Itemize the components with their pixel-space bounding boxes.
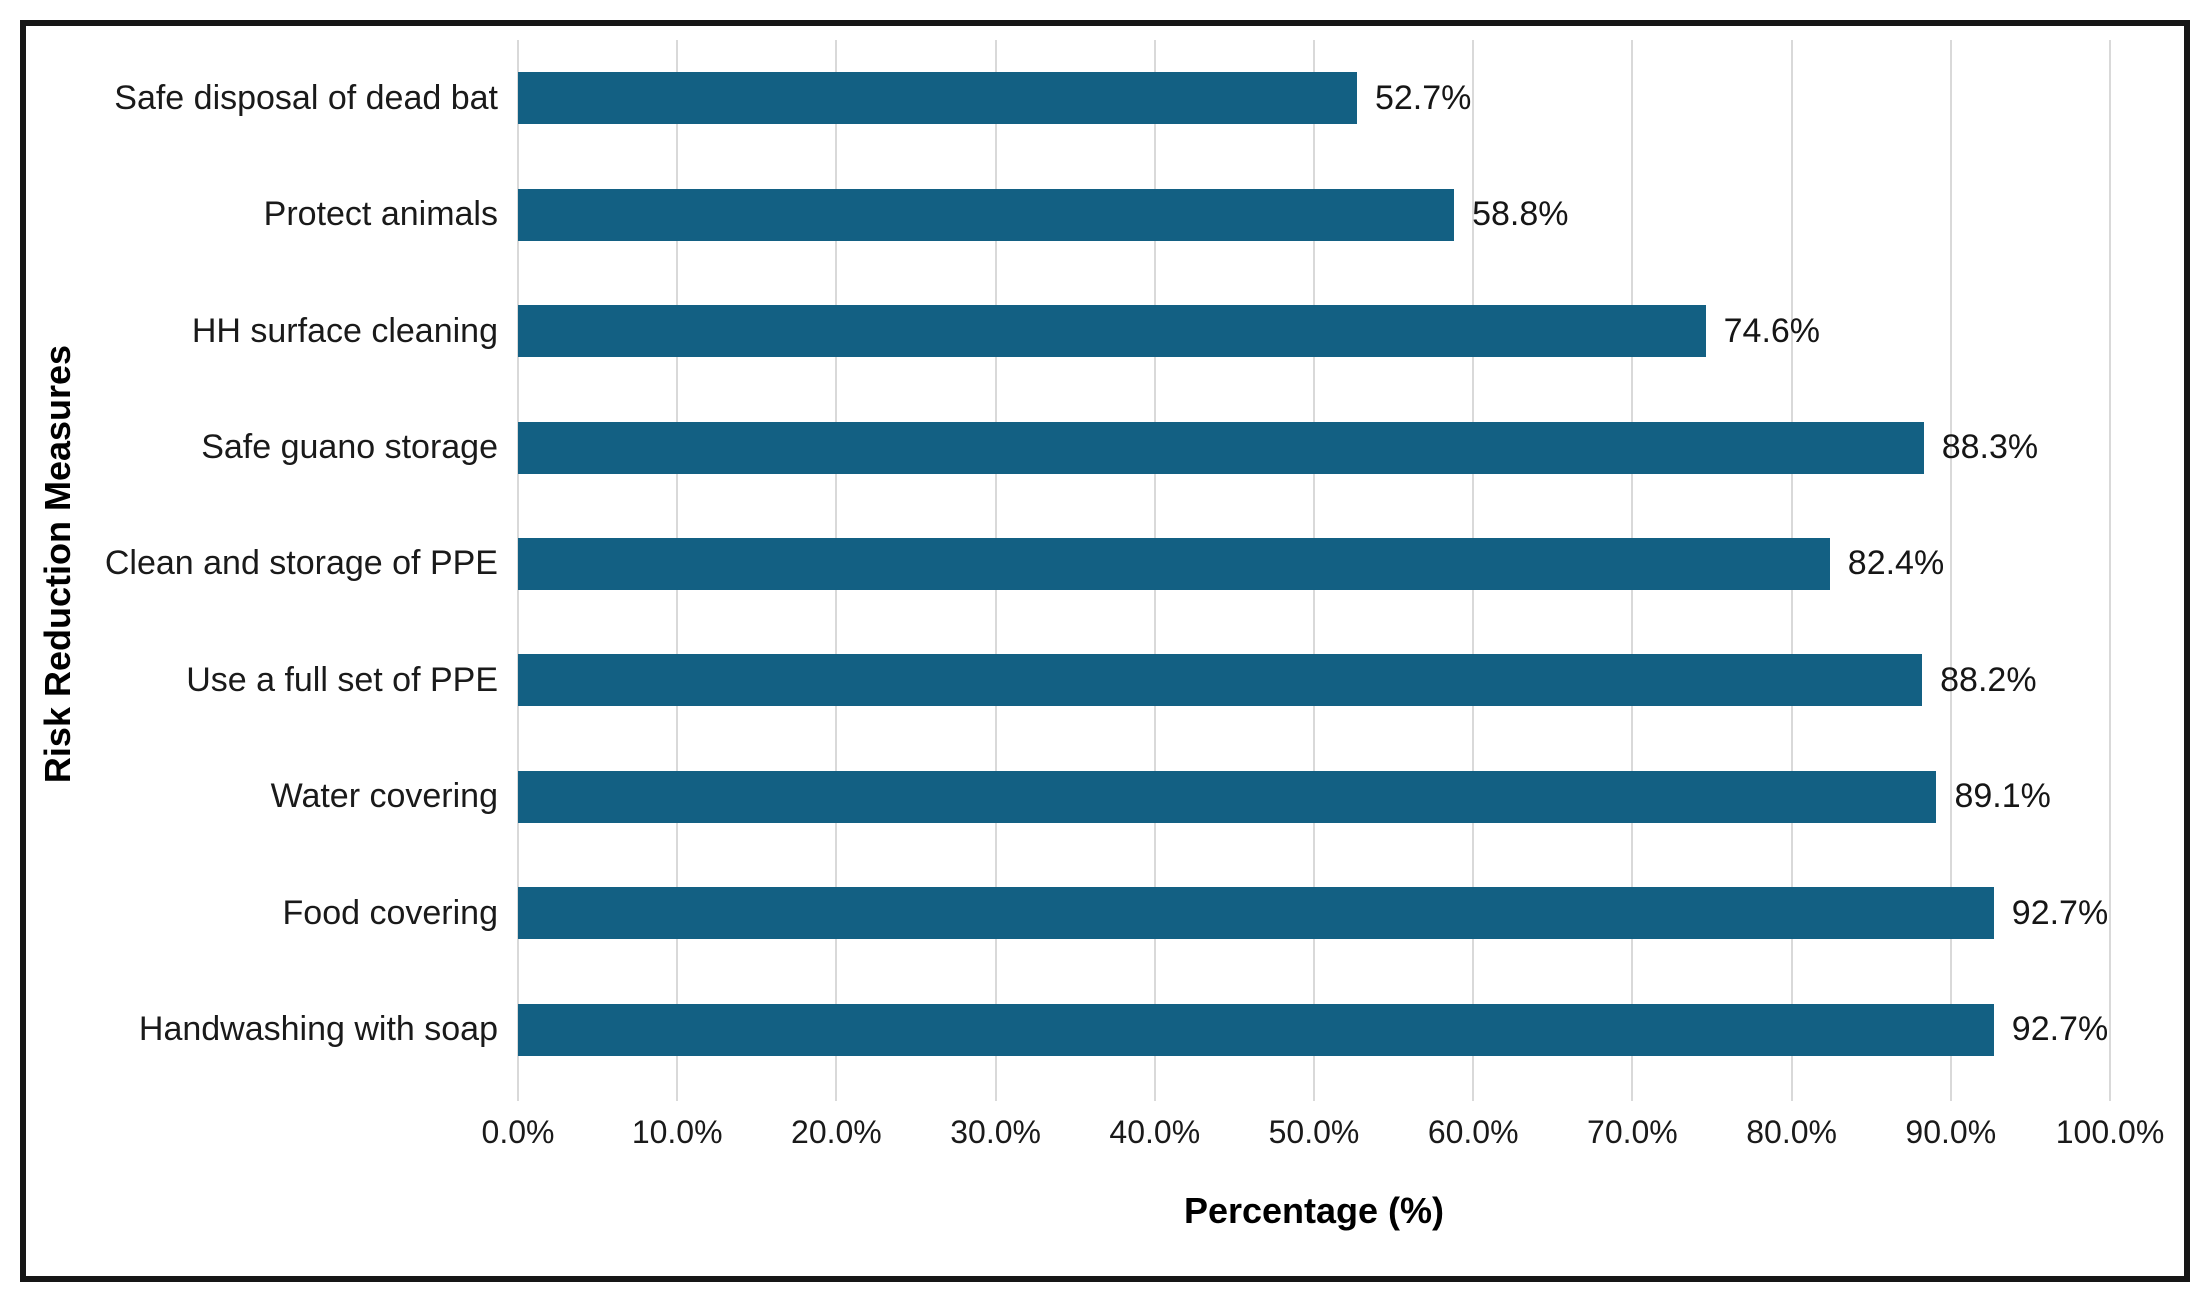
bar-value-label: 92.7%	[2011, 1010, 2109, 1049]
bar-row: 92.7%	[518, 972, 2110, 1088]
x-axis-title: Percentage (%)	[1183, 1190, 1445, 1231]
bar	[518, 305, 1706, 358]
bar-row: 82.4%	[518, 506, 2110, 622]
x-tick-label: 90.0%	[1905, 1114, 1997, 1150]
gridline	[1949, 40, 1952, 1101]
x-tick-label: 20.0%	[791, 1114, 882, 1150]
x-tick-label: 30.0%	[950, 1114, 1041, 1150]
category-label: Safe disposal of dead bat	[114, 78, 498, 117]
bar-value-label: 58.8%	[1472, 195, 1569, 234]
category-label: Safe guano storage	[201, 428, 498, 467]
gridline	[2109, 40, 2111, 1101]
bar-value-label: 92.7%	[2011, 893, 2109, 932]
bar-row: 74.6%	[518, 273, 2110, 389]
x-tick-label: 70.0%	[1587, 1114, 1678, 1150]
bar-rows: 52.7% 58.8% 74.6% 88.3% 82.4% 88.2% 89.1% 92.7%…	[518, 40, 2110, 1088]
bar-row: 88.3%	[518, 389, 2110, 505]
bar-row: 89.1%	[518, 739, 2110, 855]
plot-area: 52.7% 58.8% 74.6% 88.3% 82.4% 88.2% 89.1% 92.7%…	[517, 40, 2111, 1101]
bar	[518, 72, 1357, 125]
bar-row: 52.7%	[518, 40, 2110, 156]
category-label: Use a full set of PPE	[186, 660, 498, 699]
bar	[518, 1003, 1994, 1056]
bar-value-label: 89.1%	[1954, 777, 2051, 816]
x-tick-label: 50.0%	[1268, 1114, 1360, 1150]
category-labels: Safe disposal of dead bat Protect animals…	[90, 40, 518, 1088]
bar	[518, 188, 1455, 241]
x-tick-label: 0.0%	[481, 1114, 555, 1150]
bar	[518, 770, 1937, 823]
bar-value-label: 88.2%	[1940, 660, 2037, 699]
bar	[518, 537, 1830, 590]
category-label: Protect animals	[263, 195, 498, 234]
bar-row: 88.2%	[518, 622, 2110, 738]
y-axis-title: Risk Reduction Measures	[37, 344, 78, 784]
bar-value-label: 88.3%	[1941, 428, 2039, 467]
x-tick-label: 10.0%	[631, 1114, 723, 1150]
x-tick-label: 100.0%	[2055, 1114, 2165, 1150]
category-label: Food covering	[282, 893, 498, 932]
x-tick-label: 80.0%	[1746, 1114, 1837, 1150]
x-axis-ticks: 0.0% 10.0% 20.0% 30.0% 40.0% 50.0% 60.0% 70.0% 8…	[482, 1088, 2165, 1158]
category-label: HH surface cleaning	[191, 311, 498, 350]
bar-value-label: 74.6%	[1723, 311, 1821, 350]
category-label: Water covering	[270, 777, 498, 816]
x-tick-label: 60.0%	[1427, 1114, 1519, 1150]
chart-frame: Risk Reduction Measures Safe disposal of…	[20, 20, 2190, 1282]
bar	[518, 887, 1994, 940]
x-axis-title-area: Percentage (%)	[518, 1158, 2110, 1276]
bar-value-label: 52.7%	[1374, 78, 1472, 117]
bar	[518, 421, 1924, 474]
bar-row: 92.7%	[518, 855, 2110, 971]
bar-chart: Risk Reduction Measures Safe disposal of…	[26, 26, 2184, 1276]
bar-row: 58.8%	[518, 156, 2110, 272]
bar-value-label: 82.4%	[1847, 544, 1945, 583]
bar	[518, 654, 1923, 707]
category-label: Handwashing with soap	[138, 1010, 498, 1049]
y-axis-title-area: Risk Reduction Measures	[26, 40, 90, 1088]
category-label: Clean and storage of PPE	[104, 544, 498, 583]
x-tick-label: 40.0%	[1109, 1114, 1201, 1150]
